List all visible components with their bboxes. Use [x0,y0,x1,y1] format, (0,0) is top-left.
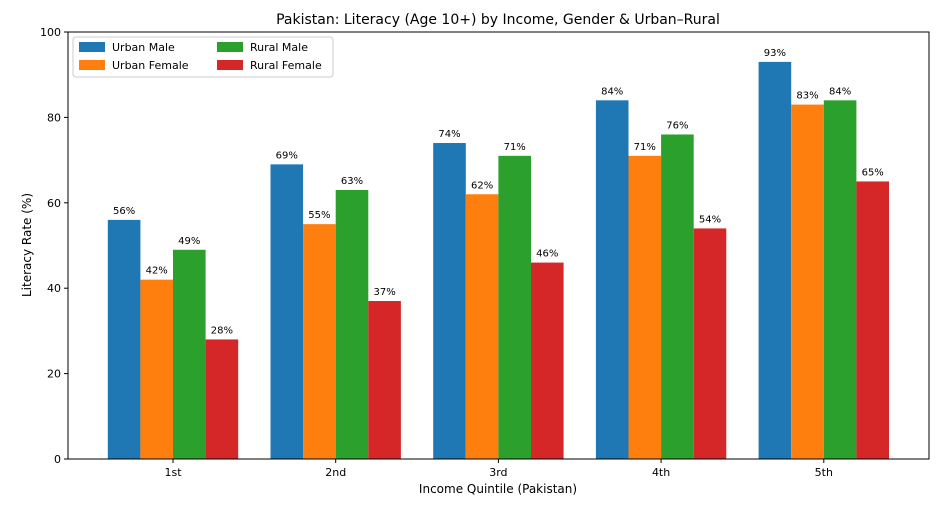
bar-rural-female-5th [856,181,889,459]
y-tick-label: 60 [47,197,61,210]
x-tick-label: 1st [164,466,182,479]
bar-rural-male-2nd [335,189,369,460]
value-label-rural-female-5th: 65% [862,167,884,178]
y-axis: 0 20 40 60 80 100 [40,26,68,466]
value-label-urban-male-5th: 93% [764,48,786,59]
legend-frame [72,36,334,78]
value-label-rural-male-1st: 49% [178,236,200,247]
value-label-rural-male-4th: 76% [666,120,688,131]
bar-rural-male-5th [823,100,857,459]
value-label-urban-female-1st: 42% [146,266,168,277]
legend-swatch-rural-female [217,60,243,70]
y-tick-label: 40 [47,282,61,295]
value-label-urban-male-4th: 84% [601,86,623,97]
value-label-urban-female-2nd: 55% [308,210,330,221]
value-label-rural-female-1st: 28% [211,325,233,336]
x-axis: 1st 2nd 3rd 4th 5th [164,459,833,479]
value-label-urban-female-3rd: 62% [471,180,493,191]
bar-urban-female-5th [791,104,824,459]
x-axis-label: Income Quintile (Pakistan) [419,482,577,496]
bar-urban-male-3rd [433,143,466,459]
value-label-urban-female-5th: 83% [796,91,818,102]
x-tick-label: 2nd [325,466,346,479]
bar-rural-male-3rd [498,155,531,459]
x-tick-label: 3rd [489,466,507,479]
bar-urban-female-3rd [465,194,499,459]
bar-rural-female-4th [693,228,727,459]
legend-label-urban-male: Urban Male [112,41,175,54]
bars-group [107,61,889,460]
legend: Urban Male Urban Female Rural Male Rural Fe… [72,36,334,78]
bar-rural-female-2nd [368,301,401,459]
y-tick-label: 0 [54,453,61,466]
value-label-rural-female-2nd: 37% [373,287,395,298]
legend-swatch-rural-male [217,42,243,52]
bar-rural-female-3rd [531,262,564,459]
y-tick-label: 20 [47,368,61,381]
y-tick-label: 100 [40,26,61,39]
bar-urban-male-4th [595,100,629,459]
value-label-rural-male-2nd: 63% [341,176,363,187]
value-label-rural-female-3rd: 46% [536,249,558,260]
bar-urban-male-5th [758,61,792,459]
bar-rural-male-4th [661,134,694,460]
chart-title: Pakistan: Literacy (Age 10+) by Income, … [276,12,720,28]
value-label-rural-female-4th: 54% [699,214,721,225]
value-label-urban-female-4th: 71% [634,142,656,153]
y-tick-label: 80 [47,111,61,124]
legend-swatch-urban-male [79,42,105,52]
bar-urban-female-2nd [303,224,336,459]
value-label-urban-male-3rd: 74% [438,129,460,140]
value-labels-group: 56% 69% 74% 84% 93% 42% 55% 62% 71% 83% 49% 63% 71% 7… [113,48,884,337]
legend-swatch-urban-female [79,60,105,70]
x-tick-label: 4th [652,466,670,479]
bar-urban-female-1st [140,279,173,459]
legend-label-rural-female: Rural Female [250,59,322,72]
bar-urban-male-1st [107,219,141,459]
bar-urban-female-4th [628,155,662,459]
bar-rural-female-1st [205,339,239,459]
bar-rural-male-1st [173,249,206,459]
legend-label-urban-female: Urban Female [112,59,189,72]
value-label-rural-male-3rd: 71% [504,142,526,153]
y-axis-label: Literacy Rate (%) [20,193,34,297]
value-label-urban-male-2nd: 69% [276,150,298,161]
x-tick-label: 5th [815,466,833,479]
bar-urban-male-2nd [270,164,304,459]
value-label-urban-male-1st: 56% [113,206,135,217]
value-label-rural-male-5th: 84% [829,86,851,97]
legend-label-rural-male: Rural Male [250,41,308,54]
